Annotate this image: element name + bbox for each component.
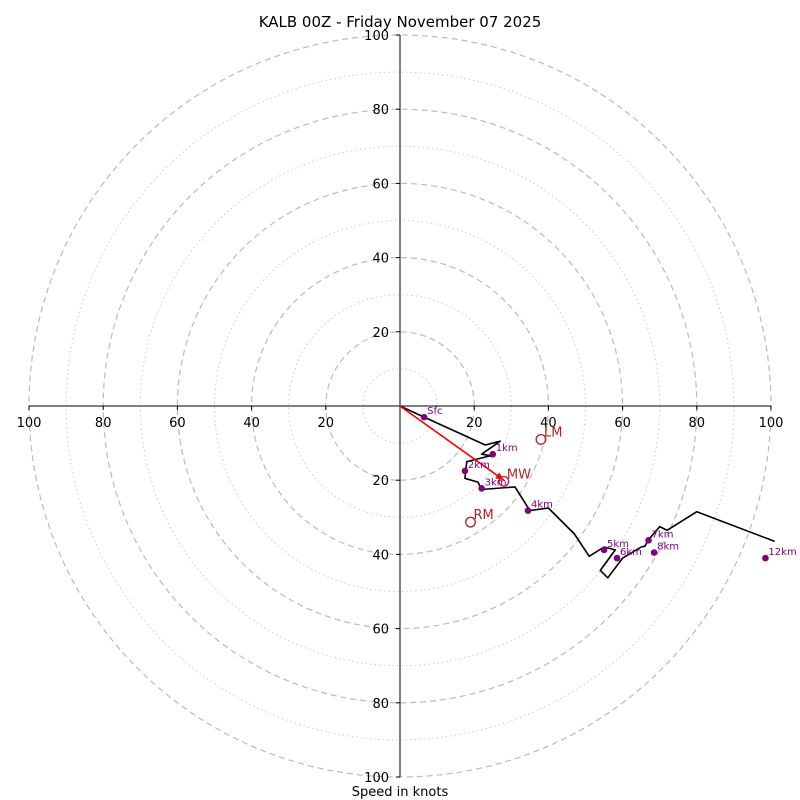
storm-motions: LM MW RM xyxy=(465,425,562,528)
chart-title: KALB 00Z - Friday November 07 2025 xyxy=(259,13,542,31)
x-tick-label: 40 xyxy=(243,416,260,431)
height-marker-dot xyxy=(645,537,652,544)
height-marker-dot xyxy=(600,546,608,554)
x-tick-label: 20 xyxy=(318,416,335,431)
height-marker-dot xyxy=(762,554,769,562)
height-marker-dot xyxy=(613,554,621,562)
shear-vector-arrowhead xyxy=(495,472,504,481)
height-marker-label: 6km xyxy=(620,547,642,558)
x-tick-label: 80 xyxy=(95,416,112,431)
x-tick-label: 60 xyxy=(614,416,631,431)
height-marker-label: 2km xyxy=(468,460,490,471)
tick-labels: 100 80 60 40 20 20 40 60 80 100 100 80 60 40 20 20 40 60 8… xyxy=(17,29,784,786)
y-tick-label: 20 xyxy=(372,326,389,341)
height-marker-label: 7km xyxy=(652,529,674,540)
x-tick-label: 100 xyxy=(759,416,784,431)
storm-motion-marker xyxy=(465,516,476,528)
storm-motion-marker xyxy=(535,433,547,445)
storm-motion-label: RM xyxy=(473,508,493,523)
height-marker-label: 12km xyxy=(768,547,796,558)
y-tick-label: 60 xyxy=(372,623,389,638)
y-tick-label: 60 xyxy=(372,177,389,192)
shear-vector-line xyxy=(399,405,505,481)
storm-motion-label: MW xyxy=(507,467,531,482)
height-marker-dot xyxy=(461,467,469,475)
y-tick-label: 40 xyxy=(372,548,389,563)
height-marker-label: 5km xyxy=(607,539,629,550)
storm-motion-label: LM xyxy=(544,425,562,440)
wind-trace xyxy=(399,405,775,579)
wind-trace-line xyxy=(399,405,775,579)
height-marker-label: 3km xyxy=(485,477,507,488)
height-marker-label: Sfc xyxy=(427,406,442,417)
x-tick-label: 20 xyxy=(466,416,483,431)
shear-vector xyxy=(399,405,505,481)
height-marker-label: 1km xyxy=(496,443,518,454)
storm-motion-marker xyxy=(498,475,510,487)
y-tick-label: 40 xyxy=(372,252,389,267)
x-tick-label: 100 xyxy=(17,416,42,431)
height-marker-dot xyxy=(524,507,532,514)
height-marker-label: 8km xyxy=(657,542,679,553)
height-marker-dot xyxy=(489,450,497,458)
height-marker-dot xyxy=(650,549,658,556)
y-tick-label: 80 xyxy=(372,697,389,712)
x-axis-label: Speed in knots xyxy=(352,785,449,800)
x-tick-label: 60 xyxy=(169,416,186,431)
y-tick-label: 100 xyxy=(364,771,389,786)
height-marker-dot xyxy=(420,413,428,421)
y-tick-label: 20 xyxy=(372,474,389,489)
y-tick-label: 100 xyxy=(364,29,389,44)
height-marker-label: 4km xyxy=(531,500,553,511)
height-marker-dot xyxy=(478,485,485,492)
x-tick-label: 40 xyxy=(540,416,557,431)
y-tick-label: 80 xyxy=(372,103,389,118)
x-tick-label: 80 xyxy=(689,416,706,431)
